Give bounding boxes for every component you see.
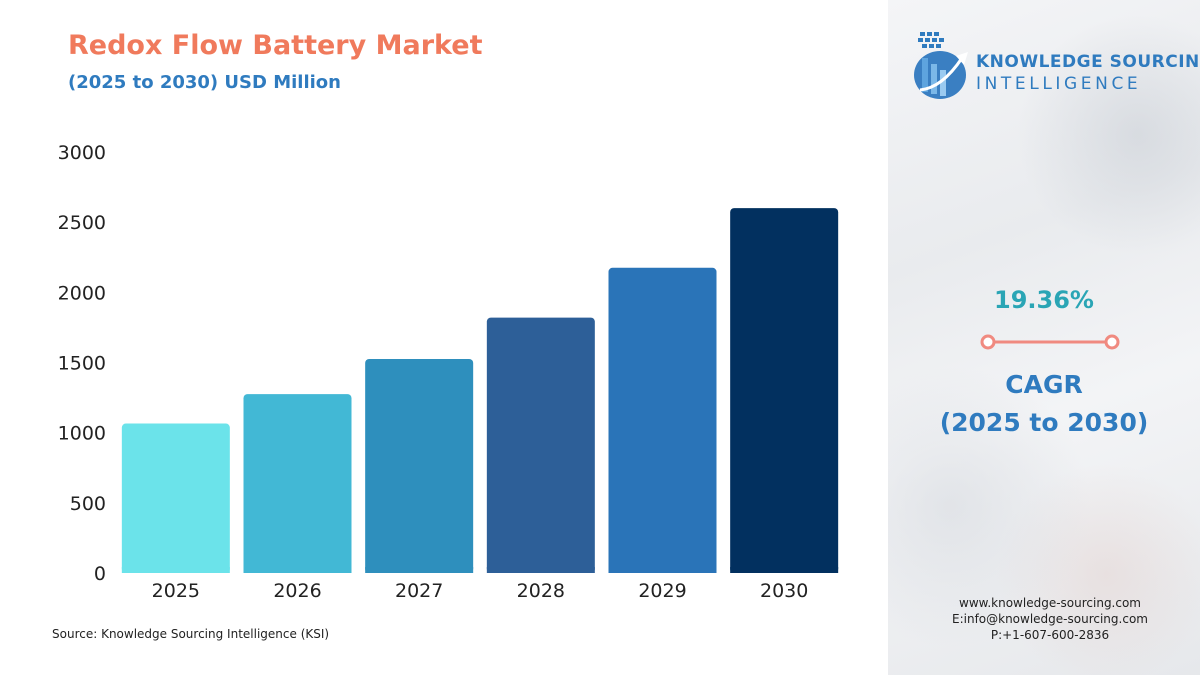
x-tick-label: 2030 [760, 580, 808, 602]
cagr-value: 19.36% [994, 286, 1094, 314]
bars [121, 208, 839, 573]
bar-2026 [243, 394, 352, 573]
bar-2025 [121, 423, 230, 573]
y-tick-label: 1500 [58, 353, 106, 375]
x-tick-label: 2026 [273, 580, 321, 602]
x-axis: 2025 2026 2027 2028 2029 2030 [152, 580, 809, 602]
contact-phone: P:+1-607-600-2836 [990, 628, 1110, 642]
y-tick-label: 2500 [58, 212, 106, 234]
y-axis: 0 500 1000 1500 2000 2500 3000 [58, 142, 106, 585]
logo-emblem-icon [914, 32, 968, 99]
y-tick-label: 2000 [58, 282, 106, 304]
logo-text-line1: KNOWLEDGE SOURCING [976, 52, 1200, 72]
y-tick-label: 500 [70, 493, 106, 515]
cagr-period: (2025 to 2030) [939, 408, 1149, 437]
knowledge-sourcing-logo [914, 32, 968, 99]
bar-base-2029 [608, 567, 717, 573]
source-note: Source: Knowledge Sourcing Intelligence … [52, 627, 330, 641]
contact-email[interactable]: E:info@knowledge-sourcing.com [952, 612, 1148, 626]
y-tick-label: 1000 [58, 423, 106, 445]
bar-base-2025 [121, 567, 230, 573]
chart-subtitle: (2025 to 2030) USD Million [68, 72, 341, 93]
logo-text-line2: INTELLIGENCE [976, 74, 1142, 94]
bar-base-2028 [486, 567, 595, 573]
x-tick-label: 2025 [152, 580, 200, 602]
y-tick-label: 3000 [58, 142, 106, 164]
y-tick-label: 0 [94, 563, 106, 585]
bar-base-2030 [730, 567, 839, 573]
bar-2027 [365, 358, 474, 573]
cagr-connector-icon [980, 334, 1120, 350]
x-tick-label: 2027 [395, 580, 443, 602]
chart-title: Redox Flow Battery Market [68, 30, 483, 61]
bar-base-2027 [365, 567, 474, 573]
contact-website[interactable]: www.knowledge-sourcing.com [959, 596, 1141, 610]
contact-info: www.knowledge-sourcing.com E:info@knowle… [888, 595, 1200, 643]
cagr-label-block: CAGR (2025 to 2030) [888, 366, 1200, 442]
bar-2030 [730, 208, 839, 573]
bar-base-2026 [243, 567, 352, 573]
bar-2029 [608, 267, 717, 573]
bar-2028 [486, 317, 595, 573]
side-panel [888, 0, 1200, 675]
cagr-label: CAGR [1005, 370, 1083, 399]
x-tick-label: 2029 [638, 580, 686, 602]
x-tick-label: 2028 [517, 580, 565, 602]
